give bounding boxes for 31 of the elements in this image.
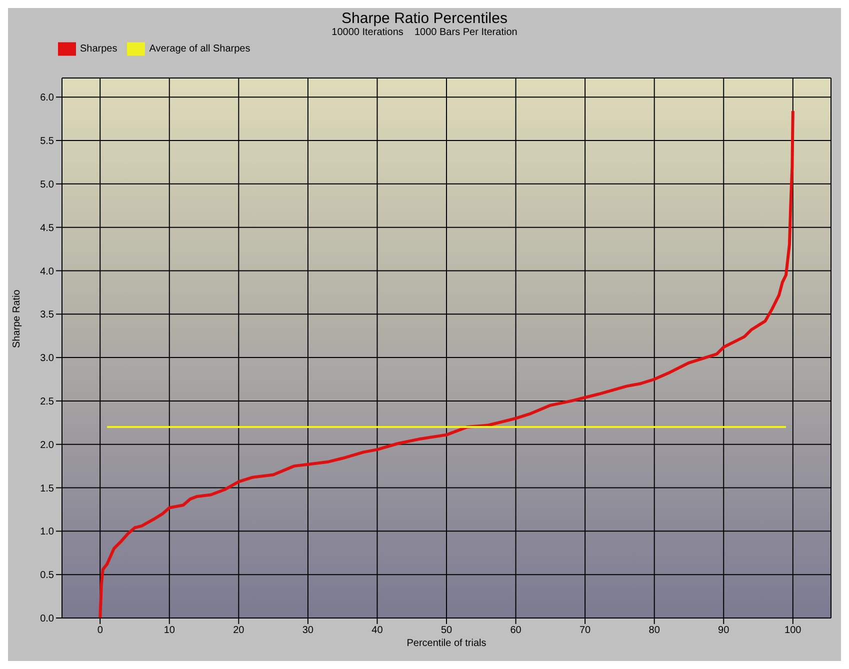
x-tick-label: 40: [372, 625, 384, 636]
y-tick-label: 4.5: [40, 222, 54, 234]
y-tick-label: 5.0: [40, 179, 54, 190]
x-tick-label: 10: [164, 625, 176, 636]
chart-title: Sharpe Ratio Percentiles: [340, 9, 508, 27]
legend-label: Sharpes: [80, 44, 118, 55]
x-tick-label: 60: [510, 625, 522, 636]
x-tick-label: 70: [579, 625, 592, 636]
x-tick-label: 20: [233, 625, 245, 636]
y-tick-label: 0.5: [40, 570, 54, 582]
y-tick-label: 1.0: [40, 526, 54, 538]
legend-label: Average of all Sharpes: [149, 44, 250, 55]
x-axis-title: Percentile of trials: [406, 638, 486, 649]
x-tick-label: 0: [97, 625, 104, 636]
x-tick-label: 90: [718, 625, 730, 636]
y-axis-title: Sharpe Ratio: [12, 289, 23, 348]
y-tick-label: 0.0: [40, 614, 54, 625]
y-tick-label: 6.0: [40, 92, 54, 104]
y-tick-label: 2.5: [40, 396, 54, 408]
chart-subtitle: 10000 Iterations 1000 Bars Per Iteration: [330, 27, 518, 38]
line-series: [98, 109, 794, 618]
y-tick-label: 4.0: [40, 266, 54, 278]
y-tick-label: 1.5: [40, 483, 54, 494]
x-tick-label: 100: [784, 625, 802, 636]
x-tick-label: 30: [302, 625, 314, 636]
y-tick-label: 2.0: [40, 440, 54, 451]
y-tick-label: 5.5: [40, 136, 54, 148]
x-tick-label: 80: [648, 625, 660, 636]
y-tick-label: 3.5: [40, 310, 54, 321]
x-tick-label: 50: [440, 625, 452, 636]
y-tick-label: 3.0: [40, 353, 54, 364]
